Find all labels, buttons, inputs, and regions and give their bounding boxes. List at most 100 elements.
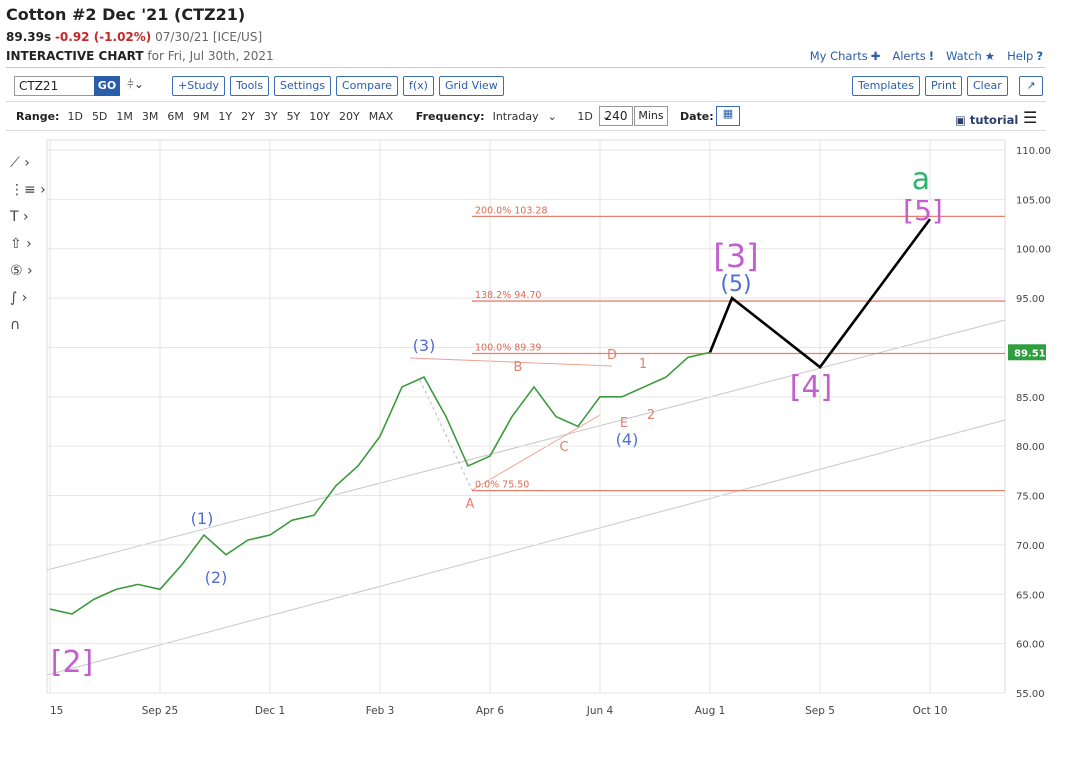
- wave-label: (3): [413, 336, 436, 355]
- price: 89.39s: [6, 30, 52, 44]
- quote-line: 89.39s -0.92 (-1.02%) 07/30/21 [ICE/US]: [6, 30, 262, 44]
- drawing-tools: ⟋ › ⋮≡ › T › ⇧ › ⑤ › ∫ › ∩: [10, 155, 46, 333]
- title: Cotton #2 Dec '21 (CTZ21): [6, 5, 246, 24]
- range-option[interactable]: 5D: [91, 110, 108, 123]
- date-picker[interactable]: ▦: [716, 106, 740, 126]
- range-option[interactable]: 2Y: [241, 110, 255, 123]
- range-option[interactable]: 1Y: [218, 110, 233, 123]
- x-tick-label: Sep 25: [142, 705, 179, 717]
- separator: [6, 67, 1046, 68]
- frequency-select[interactable]: Intraday: [492, 110, 539, 123]
- toolbar-button[interactable]: Clear: [967, 76, 1008, 96]
- menu-icon[interactable]: ☰: [1023, 108, 1038, 127]
- change: -0.92 (-1.02%): [54, 30, 152, 44]
- y-tick-label: 65.00: [1016, 590, 1045, 601]
- x-tick-label: Aug 1: [695, 705, 726, 717]
- date-exchange: 07/30/21 [ICE/US]: [155, 30, 263, 44]
- trend-line: [471, 414, 601, 491]
- range-option[interactable]: 3M: [141, 110, 159, 123]
- x-tick-label: Feb 3: [366, 705, 395, 717]
- period-select[interactable]: 1D: [577, 110, 593, 123]
- range-option[interactable]: 5Y: [286, 110, 301, 123]
- range-label: Range:: [16, 110, 60, 123]
- range-row: Range: 1D 5D 1M 3M 6M 9M 1Y 2Y 3Y 5Y 10Y 20Y MAX Freq…: [16, 110, 612, 123]
- header-link[interactable]: My Charts: [809, 49, 868, 63]
- expand-button[interactable]: ↗: [1019, 76, 1043, 96]
- x-tick-label: Apr 6: [476, 705, 505, 717]
- wave-label: (1): [191, 509, 214, 528]
- wave-label: 2: [647, 408, 655, 423]
- range-bar: [6, 101, 1046, 131]
- wave-label: [2]: [51, 645, 94, 680]
- wave-label: D: [607, 348, 617, 363]
- x-tick-label: Dec 1: [255, 705, 285, 717]
- range-option[interactable]: 6M: [167, 110, 184, 123]
- wave-label: A: [466, 497, 475, 512]
- go-button[interactable]: GO: [94, 76, 120, 96]
- x-tick-label: Jun 4: [586, 705, 614, 717]
- wave-label: (4): [616, 430, 639, 449]
- range-option[interactable]: 1M: [116, 110, 133, 123]
- bar-type-icon[interactable]: ⫩⌄: [127, 77, 144, 91]
- range-option[interactable]: 3Y: [263, 110, 278, 123]
- price-marker-label: 89.51: [1014, 348, 1046, 359]
- wave-label: a: [912, 162, 930, 197]
- toolbar-button[interactable]: Tools: [230, 76, 270, 96]
- range-option[interactable]: 1D: [67, 110, 83, 123]
- wave-label: E: [620, 416, 628, 431]
- toolbar-button[interactable]: Grid View: [439, 76, 504, 96]
- chart-date: for Fri, Jul 30th, 2021: [147, 49, 274, 63]
- ranges: 1D 5D 1M 3M 6M 9M 1Y 2Y 3Y 5Y 10Y 20Y MAX: [67, 110, 402, 123]
- range-option[interactable]: 10Y: [309, 110, 330, 123]
- date-label: Date:: [680, 110, 714, 123]
- toolbar-button[interactable]: Compare: [336, 76, 398, 96]
- header-links: My Charts ✚ Alerts! Watch ★ Help?: [798, 49, 1043, 63]
- tutorial-link[interactable]: ▣ tutorial: [955, 113, 1019, 127]
- wave-label: (2): [205, 568, 228, 587]
- chart-label: INTERACTIVE CHART: [6, 49, 144, 63]
- frequency-label: Frequency:: [415, 110, 485, 123]
- symbol-input[interactable]: CTZ21: [14, 76, 98, 96]
- wave-label: [5]: [903, 194, 943, 227]
- y-tick-label: 80.00: [1016, 442, 1045, 453]
- plot-frame: [46, 139, 1006, 694]
- fib-label: 100.0% 89.39: [475, 342, 541, 353]
- y-tick-label: 105.00: [1016, 195, 1051, 206]
- x-tick-label: Sep 5: [805, 705, 835, 717]
- range-option[interactable]: MAX: [368, 110, 394, 123]
- price-marker: [1008, 344, 1046, 361]
- channel-line: [46, 419, 1006, 676]
- trend-line: [409, 357, 613, 367]
- toolbar-button[interactable]: +Study: [172, 76, 225, 96]
- interval-input[interactable]: 240: [599, 106, 633, 126]
- wave-label: [4]: [790, 370, 833, 405]
- channel-line: [46, 319, 1006, 571]
- fib-label: 0.0% 75.50: [475, 480, 529, 491]
- series-line: [708, 218, 932, 370]
- link-icon: ★: [984, 49, 996, 63]
- y-tick-label: 90.00: [1016, 343, 1045, 354]
- chart-info: INTERACTIVE CHART for Fri, Jul 30th, 202…: [6, 49, 274, 63]
- header-link[interactable]: Watch: [945, 49, 982, 63]
- y-tick-label: 60.00: [1016, 640, 1045, 651]
- wave-label: (5): [720, 272, 751, 297]
- toolbar-button[interactable]: Print: [925, 76, 963, 96]
- link-icon: ?: [1036, 49, 1043, 63]
- x-tick-label: 15: [50, 705, 63, 717]
- toolbar-button[interactable]: f(x): [403, 76, 434, 96]
- wave-label: [3]: [713, 237, 758, 275]
- header-link[interactable]: Help: [1007, 49, 1034, 63]
- range-option[interactable]: 20Y: [339, 110, 360, 123]
- y-tick-label: 85.00: [1016, 393, 1045, 404]
- header-link[interactable]: Alerts: [892, 49, 926, 63]
- fib-label: 200.0% 103.28: [475, 205, 547, 216]
- toolbar-button[interactable]: Templates: [852, 76, 920, 96]
- toolbar-button[interactable]: Settings: [274, 76, 332, 96]
- x-tick-label: Oct 10: [913, 705, 948, 717]
- y-tick-label: 95.00: [1016, 294, 1045, 305]
- wave-label: 1: [639, 357, 647, 372]
- range-option[interactable]: 9M: [192, 110, 210, 123]
- tutorial-text: tutorial: [969, 113, 1019, 127]
- interval-unit: Mins: [634, 106, 668, 126]
